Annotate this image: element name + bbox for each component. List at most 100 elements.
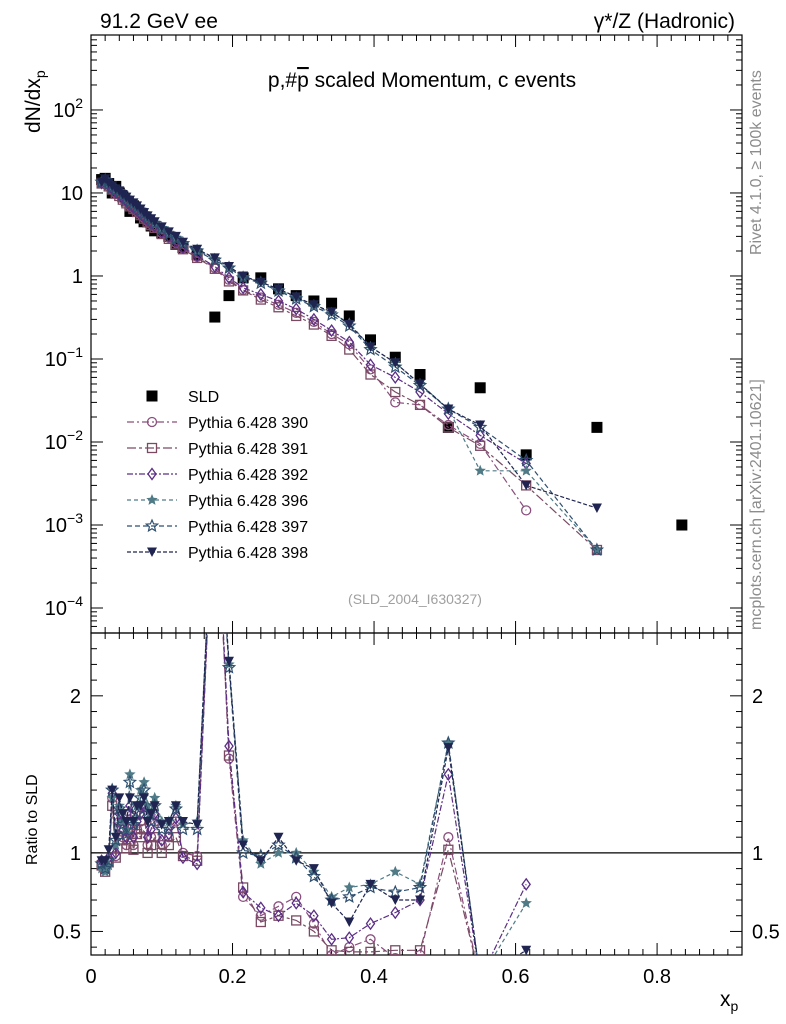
ratio-point-398 xyxy=(100,856,111,866)
ratio-point-398 xyxy=(149,801,160,811)
data-point-SLD xyxy=(414,369,426,381)
data-point-396 xyxy=(520,464,532,476)
data-point-391 xyxy=(344,344,355,355)
ratio-point-392 xyxy=(256,901,266,915)
ratio-point-391 xyxy=(291,915,302,926)
ratio-y-tick-label: 2 xyxy=(70,686,81,708)
y-tick-label: 102 xyxy=(53,95,83,122)
ratio-point-397 xyxy=(161,821,176,836)
data-point-398 xyxy=(255,277,266,288)
ratio-point-398 xyxy=(146,809,157,819)
y-tick-label-base: 10 xyxy=(45,432,67,454)
data-point-392 xyxy=(309,312,319,326)
ratio-point-391 xyxy=(170,832,182,843)
ratio-point-390 xyxy=(443,832,454,843)
ratio-y-tick-label-right: 1 xyxy=(752,843,763,865)
y-tick-label: 10−1 xyxy=(45,344,83,371)
data-point-391 xyxy=(390,386,401,398)
main-y-axis-label-main: dN/dx xyxy=(22,78,45,133)
ratio-point-397 xyxy=(126,817,141,831)
ratio-y-tick-label: 1 xyxy=(70,843,81,865)
ratio-point-392 xyxy=(142,830,153,844)
ratio-y-tick-label-right: 2 xyxy=(752,686,763,708)
data-point-398 xyxy=(170,231,181,242)
data-point-SLD xyxy=(209,311,221,323)
data-point-392 xyxy=(224,271,234,285)
ratio-point-392 xyxy=(521,877,531,891)
data-point-390 xyxy=(521,505,532,516)
chart-title: p,#p scaled Momentum, c events xyxy=(268,69,576,92)
ratio-point-396 xyxy=(520,897,532,908)
series-398 xyxy=(96,174,602,514)
y-tick-label-base: 10 xyxy=(53,100,75,122)
data-point-398 xyxy=(365,342,376,352)
ratio-point-397 xyxy=(119,826,134,841)
data-point-398 xyxy=(344,320,355,330)
data-point-397 xyxy=(207,252,222,267)
data-point-398 xyxy=(443,404,454,414)
ratio-point-391 xyxy=(138,824,150,835)
x-tick-label: 0.2 xyxy=(219,966,247,988)
data-point-391 xyxy=(443,422,454,433)
ratio-point-398 xyxy=(135,801,146,811)
ratio-point-398 xyxy=(128,816,139,827)
ratio-point-398 xyxy=(308,864,319,874)
ratio-point-392 xyxy=(326,932,337,946)
data-point-398 xyxy=(177,237,188,248)
data-point-391 xyxy=(255,294,266,305)
data-point-SLD xyxy=(191,249,203,261)
ratio-point-398 xyxy=(344,917,355,928)
y-tick-label-exponent: −1 xyxy=(67,344,83,360)
data-point-398 xyxy=(326,307,337,317)
ratio-point-396 xyxy=(103,859,115,871)
y-tick-label-base: 10 xyxy=(45,598,67,620)
legend-label-397: Pythia 6.428 397 xyxy=(188,519,308,536)
series-SLD xyxy=(96,172,688,531)
legend-label-SLD: SLD xyxy=(188,389,219,406)
legend: SLD Pythia 6.428 390 Pythia 6.428 391 Pythi… xyxy=(127,389,308,562)
ratio-point-397 xyxy=(235,845,251,860)
ratio-point-390 xyxy=(255,910,266,921)
main-y-axis-label-sub: p xyxy=(32,70,48,78)
ratio-point-396 xyxy=(113,799,125,811)
data-point-397 xyxy=(324,307,339,321)
ratio-point-391 xyxy=(255,916,266,928)
ratio-point-390 xyxy=(391,952,400,955)
data-point-391 xyxy=(291,310,302,322)
x-axis-label-main: x xyxy=(720,988,731,1011)
data-point-397 xyxy=(519,452,534,467)
x-tick-label: 0.6 xyxy=(502,966,530,988)
ratio-point-396 xyxy=(124,768,136,780)
data-point-398 xyxy=(415,379,426,389)
ratio-point-398 xyxy=(117,809,128,819)
ratio-point-390 xyxy=(291,891,302,903)
y-tick-label: 10 xyxy=(61,183,83,205)
x-axis-label: xp xyxy=(720,988,739,1014)
series-line-391 xyxy=(101,182,598,551)
data-point-398 xyxy=(291,292,302,302)
data-point-397 xyxy=(168,231,184,245)
data-point-SLD xyxy=(365,334,377,346)
ratio-point-397 xyxy=(122,774,138,789)
ratio-point-397 xyxy=(108,832,124,847)
ratio-point-392 xyxy=(365,916,376,931)
data-point-392 xyxy=(238,281,248,295)
analysis-id-label: (SLD_2004_I630327) xyxy=(348,591,482,607)
y-tick-label-exponent: −4 xyxy=(67,593,83,609)
ratio-point-396 xyxy=(414,878,426,890)
ratio-point-397 xyxy=(306,868,322,883)
ratio-series-396 xyxy=(95,633,532,955)
legend-label-396: Pythia 6.428 396 xyxy=(188,493,308,510)
data-point-SLD xyxy=(343,310,355,322)
legend-marker-396 xyxy=(146,494,158,505)
y-tick-label: 10−2 xyxy=(45,427,83,454)
y-tick-label-exponent: 2 xyxy=(75,95,83,111)
ratio-point-398 xyxy=(365,879,376,890)
x-axis-label-sub: p xyxy=(731,998,739,1014)
ratio-point-398 xyxy=(142,816,153,827)
data-point-398 xyxy=(591,503,602,514)
y-tick-label-base: 10 xyxy=(61,183,83,205)
ratio-y-axis-label: Ratio to SLD xyxy=(24,774,41,865)
ratio-point-398 xyxy=(170,801,181,811)
